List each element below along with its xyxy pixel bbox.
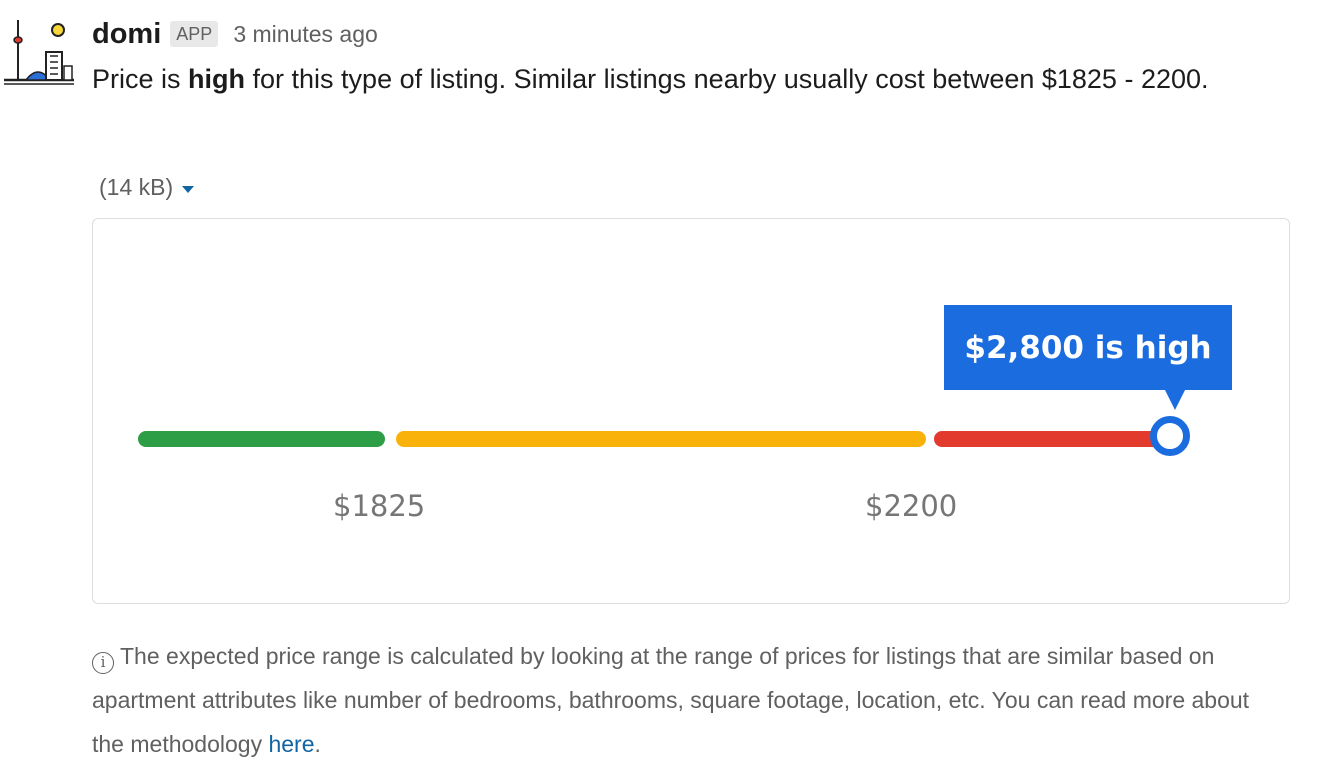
attachment-toggle[interactable]: (14 kB) bbox=[99, 174, 195, 201]
note-text: The expected price range is calculated b… bbox=[92, 643, 1250, 757]
methodology-link[interactable]: here bbox=[268, 731, 315, 757]
methodology-note: i The expected price range is calculated … bbox=[92, 634, 1272, 766]
city-skyline-icon bbox=[4, 20, 74, 85]
app-badge: APP bbox=[170, 21, 219, 47]
message-header: domi APP 3 minutes ago bbox=[92, 14, 378, 54]
message-text: Price is high for this type of listing. … bbox=[92, 58, 1272, 101]
range-low-label: $1825 bbox=[333, 489, 426, 523]
bot-avatar[interactable] bbox=[4, 18, 76, 90]
note-period: . bbox=[314, 731, 321, 757]
message-text-suffix: for this type of listing. Similar listin… bbox=[245, 64, 1209, 94]
callout-pointer bbox=[1165, 390, 1185, 410]
range-high-label: $2200 bbox=[865, 489, 958, 523]
attachment-size: (14 kB) bbox=[99, 174, 174, 200]
price-gauge-card[interactable]: $2,800 is high $1825 $2200 bbox=[92, 218, 1290, 604]
price-marker bbox=[1150, 416, 1190, 456]
caret-down-icon[interactable] bbox=[182, 185, 195, 193]
gauge-segment-high bbox=[934, 431, 1174, 447]
message-text-emphasis: high bbox=[188, 64, 246, 94]
gauge-segment-low bbox=[138, 431, 385, 447]
info-icon: i bbox=[92, 652, 114, 674]
message-timestamp[interactable]: 3 minutes ago bbox=[233, 20, 378, 47]
message-text-prefix: Price is bbox=[92, 64, 189, 94]
sender-name[interactable]: domi bbox=[92, 17, 162, 50]
gauge-segment-mid bbox=[396, 431, 926, 447]
price-callout: $2,800 is high bbox=[944, 305, 1232, 390]
